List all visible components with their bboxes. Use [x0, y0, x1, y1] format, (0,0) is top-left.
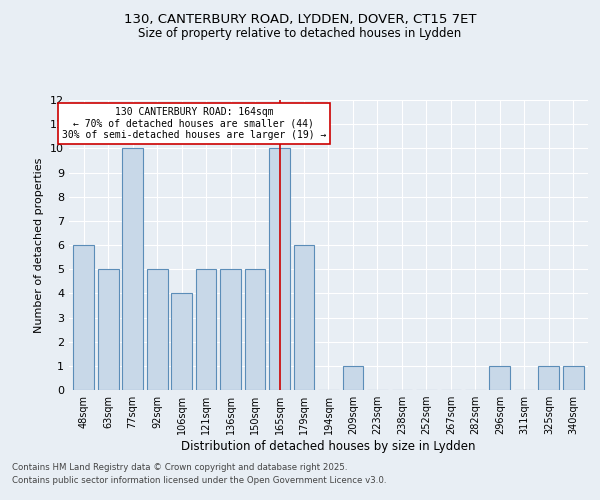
Bar [220, 269, 241, 390]
Y-axis label: Number of detached properties: Number of detached properties [34, 158, 44, 332]
Bar [538, 366, 559, 390]
Bar [196, 269, 217, 390]
Text: Size of property relative to detached houses in Lydden: Size of property relative to detached ho… [139, 28, 461, 40]
Bar [122, 148, 143, 390]
Bar [490, 366, 510, 390]
Bar [73, 245, 94, 390]
X-axis label: Distribution of detached houses by size in Lydden: Distribution of detached houses by size … [181, 440, 476, 453]
Text: Contains HM Land Registry data © Crown copyright and database right 2025.: Contains HM Land Registry data © Crown c… [12, 464, 347, 472]
Text: 130 CANTERBURY ROAD: 164sqm
← 70% of detached houses are smaller (44)
30% of sem: 130 CANTERBURY ROAD: 164sqm ← 70% of det… [62, 108, 326, 140]
Bar [98, 269, 119, 390]
Bar [293, 245, 314, 390]
Bar [269, 148, 290, 390]
Text: 130, CANTERBURY ROAD, LYDDEN, DOVER, CT15 7ET: 130, CANTERBURY ROAD, LYDDEN, DOVER, CT1… [124, 12, 476, 26]
Bar [147, 269, 167, 390]
Text: Contains public sector information licensed under the Open Government Licence v3: Contains public sector information licen… [12, 476, 386, 485]
Bar [563, 366, 584, 390]
Bar [171, 294, 192, 390]
Bar [343, 366, 364, 390]
Bar [245, 269, 265, 390]
